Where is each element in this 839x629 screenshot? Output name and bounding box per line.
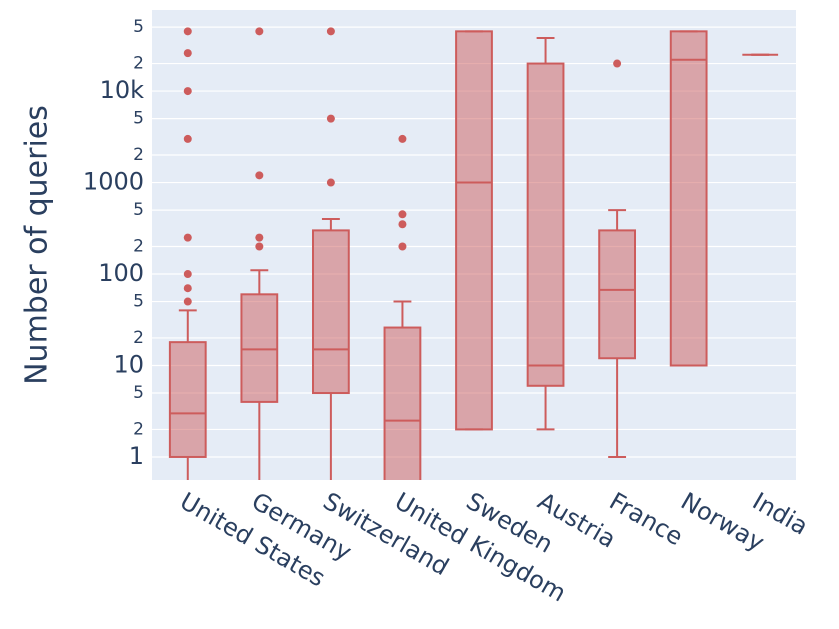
y-tick-label: 5: [133, 292, 144, 312]
y-tick-label: 1: [129, 442, 144, 470]
y-tick-label: 5: [133, 200, 144, 220]
outlier: [183, 270, 192, 279]
outlier: [398, 220, 407, 229]
box: [669, 30, 708, 367]
y-tick-label: 2: [133, 236, 144, 256]
y-tick-label: 5: [133, 383, 144, 403]
outlier: [255, 242, 264, 251]
y-tick-label: 10: [113, 350, 144, 378]
outlier: [398, 210, 407, 219]
y-tick-label: 2: [133, 145, 144, 165]
outlier: [183, 233, 192, 242]
outlier: [183, 284, 192, 293]
y-tick-label: 2: [133, 419, 144, 439]
outlier: [183, 297, 192, 306]
y-tick-label: 1000: [83, 168, 144, 196]
marks: [168, 27, 779, 480]
y-tick-label: 5: [133, 109, 144, 129]
outlier: [255, 27, 264, 36]
box: [312, 229, 350, 395]
box: [598, 229, 637, 360]
y-tick-label: 100: [98, 259, 144, 287]
y-tick-label: 10k: [100, 76, 145, 104]
outlier: [398, 134, 407, 143]
x-tick-label: France: [605, 487, 688, 551]
y-tick-label: 2: [133, 328, 144, 348]
box: [526, 62, 565, 387]
outlier: [398, 242, 407, 251]
y-tick-label: 5: [133, 17, 144, 37]
outlier: [183, 49, 192, 58]
outlier: [326, 114, 335, 123]
outlier: [183, 87, 192, 96]
outlier: [326, 178, 335, 187]
box: [383, 326, 422, 480]
y-axis-title: Number of queries: [20, 105, 55, 385]
outlier: [613, 59, 622, 68]
outlier: [326, 27, 335, 36]
box: [455, 30, 493, 431]
box: [240, 293, 279, 403]
outlier: [255, 171, 264, 180]
outlier: [183, 27, 192, 36]
outlier: [183, 134, 192, 143]
outlier: [255, 233, 264, 242]
box: [168, 341, 207, 458]
y-tick-label: 2: [133, 54, 144, 74]
